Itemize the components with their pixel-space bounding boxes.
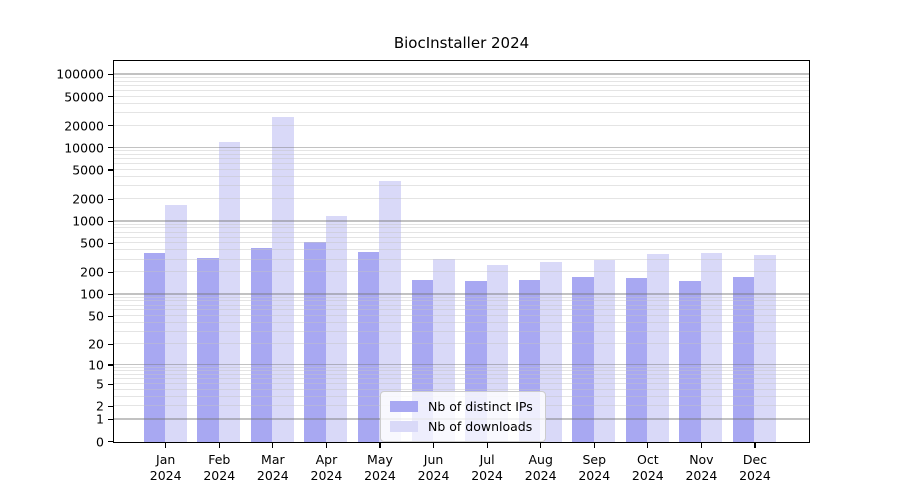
bar-downloads-9 xyxy=(647,254,669,442)
legend-swatch-distinct-ips xyxy=(390,401,418,412)
y-tick-label: 200 xyxy=(80,264,104,280)
y-tick-label: 20 xyxy=(88,336,104,352)
y-tick xyxy=(108,169,113,171)
x-tick xyxy=(272,443,274,448)
legend-item-distinct-ips: Nb of distinct IPs xyxy=(390,399,533,414)
y-tick-label: 100 xyxy=(80,286,104,302)
bar-ips-10 xyxy=(679,281,701,442)
y-tick-label: 1000 xyxy=(72,213,104,229)
x-tick xyxy=(165,443,167,448)
legend: Nb of distinct IPs Nb of downloads xyxy=(380,391,546,442)
y-tick xyxy=(108,271,113,274)
y-tick-label: 50000 xyxy=(64,89,104,105)
y-tick-label: 0 xyxy=(96,434,104,449)
x-tick-label: Feb 2024 xyxy=(203,452,236,483)
bar-ips-4 xyxy=(357,251,380,442)
y-tick xyxy=(108,440,113,443)
chart-title: BiocInstaller 2024 xyxy=(393,34,530,52)
y-tick-label: 50 xyxy=(88,308,104,324)
x-tick-label: Nov 2024 xyxy=(685,452,718,483)
y-tick xyxy=(108,242,113,244)
x-tick-label: Sep 2024 xyxy=(578,452,611,483)
bar-downloads-3 xyxy=(325,216,348,442)
y-tick xyxy=(108,364,113,366)
bar-downloads-1 xyxy=(218,141,241,442)
bar-ips-0 xyxy=(143,253,166,442)
x-axis: Jan 2024 Feb 2024 Mar 2024 Apr 2024 May 2024 Jun 20… xyxy=(113,443,810,500)
y-tick xyxy=(108,198,113,200)
x-tick xyxy=(486,443,488,448)
y-tick-label: 100000 xyxy=(56,66,104,82)
x-tick-label: Apr 2024 xyxy=(310,452,343,483)
y-tick-label: 5000 xyxy=(72,162,104,178)
x-tick-label: May 2024 xyxy=(364,452,396,483)
bar-downloads-0 xyxy=(165,204,187,442)
x-tick xyxy=(379,443,381,448)
legend-swatch-downloads xyxy=(390,421,418,432)
bar-ips-11 xyxy=(732,276,755,442)
bar-downloads-4 xyxy=(379,181,401,442)
y-tick-label: 10000 xyxy=(64,140,104,156)
y-tick xyxy=(108,95,113,98)
bar-downloads-11 xyxy=(754,255,776,442)
x-tick-label: Mar 2024 xyxy=(256,452,289,483)
x-tick-label: Jun 2024 xyxy=(417,452,450,483)
plot-area: Nb of distinct IPs Nb of downloads xyxy=(113,60,810,443)
bar-ips-9 xyxy=(625,278,648,442)
x-tick xyxy=(540,443,542,448)
x-tick xyxy=(593,443,595,448)
y-tick-label: 1 xyxy=(96,411,104,427)
y-tick-label: 500 xyxy=(80,235,104,251)
x-tick xyxy=(754,443,756,448)
x-tick-label: Aug 2024 xyxy=(524,452,557,483)
bar-ips-1 xyxy=(197,258,219,442)
y-tick xyxy=(108,220,113,222)
x-tick-label: Dec 2024 xyxy=(739,452,771,483)
x-tick xyxy=(325,443,327,448)
bar-ips-8 xyxy=(572,277,594,442)
bar-downloads-10 xyxy=(700,252,723,442)
y-tick xyxy=(108,343,113,346)
y-tick xyxy=(108,147,113,149)
legend-label-distinct-ips: Nb of distinct IPs xyxy=(428,399,533,414)
x-tick-label: Jul 2024 xyxy=(471,452,504,483)
x-tick xyxy=(432,443,435,448)
y-tick-label: 2 xyxy=(96,398,104,414)
y-tick xyxy=(108,383,113,385)
y-tick xyxy=(108,418,113,420)
x-tick xyxy=(700,443,702,448)
y-tick-label: 2000 xyxy=(72,191,104,207)
y-tick xyxy=(108,293,113,295)
y-axis: 0 1 2 5 10 20 50 100 200 500 1000 2000 5000 10000 2000… xyxy=(0,60,113,449)
x-tick xyxy=(647,443,649,448)
y-tick xyxy=(108,125,113,127)
y-tick-label: 5 xyxy=(96,376,104,392)
bar-downloads-8 xyxy=(593,260,616,442)
x-tick xyxy=(218,443,220,448)
y-tick xyxy=(108,315,113,317)
bar-downloads-2 xyxy=(272,116,294,442)
x-tick-label: Jan 2024 xyxy=(149,452,182,483)
bars-layer xyxy=(114,61,809,442)
y-tick xyxy=(108,405,113,408)
bar-ips-2 xyxy=(250,247,273,442)
x-tick-label: Oct 2024 xyxy=(631,452,664,483)
bar-ips-3 xyxy=(304,241,326,442)
legend-label-downloads: Nb of downloads xyxy=(428,419,533,434)
y-tick-label: 20000 xyxy=(64,118,104,134)
legend-item-downloads: Nb of downloads xyxy=(390,419,533,434)
y-tick-label: 10 xyxy=(88,357,104,373)
y-tick xyxy=(108,73,113,76)
